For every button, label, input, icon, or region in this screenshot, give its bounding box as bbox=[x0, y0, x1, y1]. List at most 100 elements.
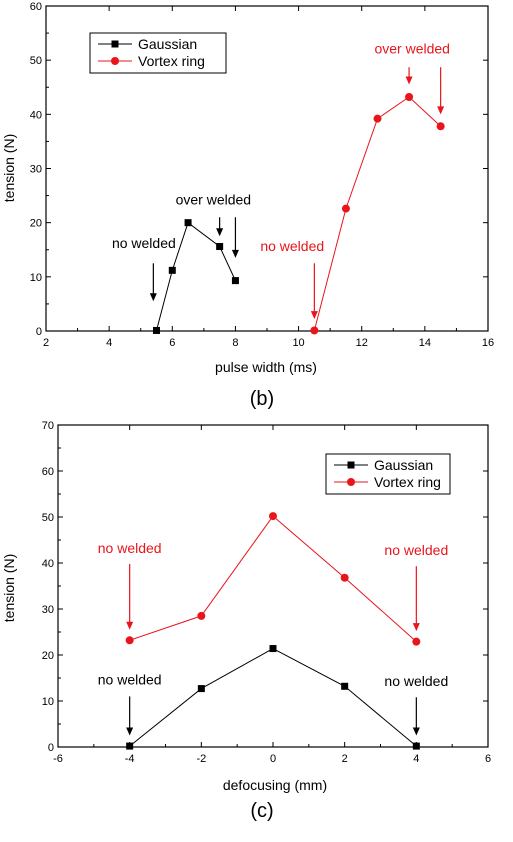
panel-c-xtick-label: 6 bbox=[485, 753, 491, 765]
panel-c-annotation-label: no welded bbox=[98, 540, 162, 556]
panel-b-ytick-label: 30 bbox=[30, 164, 42, 176]
panel-c-legend-box bbox=[325, 453, 451, 495]
panel-c-annotation-label: no welded bbox=[384, 673, 448, 689]
panel-c-ytick-label: 50 bbox=[42, 512, 54, 524]
panel-b-series-vortex-ring-point bbox=[310, 326, 319, 335]
panel-b-label: (b) bbox=[250, 388, 274, 410]
panel-c-annotation-arrow-head bbox=[412, 727, 420, 736]
panel-c-annotation-arrow-head bbox=[126, 727, 134, 736]
panel-c-series-gaussian-point bbox=[341, 682, 349, 690]
panel-b-xtick-label: 8 bbox=[232, 337, 238, 349]
panel-b-annotation-arrow bbox=[149, 263, 157, 302]
panel-c-annotation-arrow-head bbox=[412, 623, 420, 632]
panel-c-xtick-label: -4 bbox=[125, 753, 135, 765]
panel-b-annotation-arrow bbox=[405, 67, 413, 85]
panel-c-annotation-arrow-head bbox=[126, 621, 134, 630]
panel-b-annotation-label: over welded bbox=[374, 41, 450, 57]
panel-b-annotation-arrow-head bbox=[405, 76, 413, 85]
panel-b-ytick-label: 10 bbox=[30, 272, 42, 284]
panel-b-annotation-arrow-head bbox=[310, 311, 318, 320]
panel-b-xtick-label: 10 bbox=[292, 337, 304, 349]
panel-c-series-vortex-ring-point bbox=[197, 611, 206, 620]
panel-c-annotation-arrow bbox=[412, 566, 420, 632]
panel-c-legend-swatch-marker bbox=[347, 461, 355, 469]
panel-b-xtick-label: 6 bbox=[169, 337, 175, 349]
panel-c-legend-swatch-marker bbox=[347, 478, 355, 486]
panel-b-annotation-arrow bbox=[216, 217, 224, 237]
panel-c-series-vortex-ring-point bbox=[125, 636, 134, 645]
panel-b-annotation-arrow bbox=[437, 67, 445, 115]
panel-b-ytick-label: 50 bbox=[30, 55, 42, 67]
panel-c-ylabel: tension (N) bbox=[1, 554, 17, 622]
chart-panel-c: (c) defocusing (mm) tension (N) -6 -4 -2 0 2… bbox=[1, 420, 491, 822]
panel-b-xtick-label: 12 bbox=[356, 337, 368, 349]
panel-c-series-gaussian-line bbox=[129, 647, 417, 747]
panel-c-ytick-label: 30 bbox=[42, 604, 54, 616]
panel-b-series-gaussian-point bbox=[216, 243, 224, 250]
panel-c-ytick-label: 10 bbox=[42, 696, 54, 708]
panel-b-xtick-label: 14 bbox=[419, 337, 431, 349]
panel-b-xtick-label: 4 bbox=[106, 337, 112, 349]
panel-c-annotation-arrow bbox=[126, 563, 134, 630]
panel-b-series-gaussian-point bbox=[231, 277, 239, 285]
panel-b-annotation-arrow-head bbox=[231, 249, 239, 258]
panel-c-xtick-label: 2 bbox=[342, 753, 348, 765]
panel-b-legend-label-gaussian: Gaussian bbox=[138, 36, 197, 52]
panel-c-series-vortex-ring-line bbox=[129, 515, 417, 643]
chart-panel-b: (b) pulse width (ms) tension (N) 2 4 6 8 10 1… bbox=[1, 1, 494, 410]
panel-b-annotation-arrow-head bbox=[437, 106, 445, 115]
panel-c-annotation-arrow bbox=[412, 697, 420, 736]
panel-c-annotation-label: no welded bbox=[98, 671, 162, 687]
panel-b-ytick-label: 0 bbox=[36, 326, 42, 338]
panel-b-annotation-arrow bbox=[231, 217, 239, 258]
panel-c-ytick-label: 20 bbox=[42, 650, 54, 662]
panel-b-series-gaussian-point bbox=[168, 266, 176, 274]
panel-b-xlabel: pulse width (ms) bbox=[215, 359, 317, 375]
panel-c-label: (c) bbox=[250, 800, 273, 822]
panel-b-series-vortex-ring-point bbox=[436, 122, 445, 131]
panel-c-series-gaussian-point bbox=[412, 742, 420, 750]
panel-b-ytick-label: 60 bbox=[30, 1, 42, 13]
panel-c-series-vortex-ring-point bbox=[340, 573, 349, 582]
panel-b-legend-swatch-marker bbox=[111, 40, 119, 48]
panel-c-ytick-label: 0 bbox=[48, 742, 54, 754]
panel-c-series-gaussian-point bbox=[197, 685, 205, 693]
panel-b-legend-swatch-marker bbox=[111, 57, 119, 65]
panel-c-series-vortex-ring-point bbox=[412, 637, 421, 646]
panel-c-ytick-label: 40 bbox=[42, 558, 54, 570]
panel-b-annotation-arrow-head bbox=[149, 293, 157, 302]
panel-c-xtick-label: -6 bbox=[53, 753, 63, 765]
panel-b-annotation-arrow-head bbox=[216, 228, 224, 237]
panel-b-annotation-label: no welded bbox=[260, 238, 324, 254]
panel-b-series-vortex-ring-point bbox=[405, 93, 414, 101]
panel-c-annotation-label: no welded bbox=[384, 542, 448, 558]
panel-b-legend-box bbox=[89, 32, 227, 74]
panel-b-annotation-label: over welded bbox=[176, 191, 252, 207]
panel-c-xtick-label: 4 bbox=[413, 753, 419, 765]
panel-c-xlabel: defocusing (mm) bbox=[223, 777, 327, 793]
panel-c-legend-label-vortex-ring: Vortex ring bbox=[374, 474, 441, 490]
panel-b-ytick-label: 40 bbox=[30, 109, 42, 121]
panel-c-ytick-label: 70 bbox=[42, 420, 54, 432]
panel-c-legend-label-gaussian: Gaussian bbox=[374, 457, 433, 473]
panel-c-xtick-label: -2 bbox=[196, 753, 206, 765]
panel-b-legend-label-vortex-ring: Vortex ring bbox=[138, 53, 205, 69]
panel-b-series-gaussian-point bbox=[153, 326, 160, 334]
panel-c-ytick-label: 60 bbox=[42, 466, 54, 478]
panel-b-series-vortex-ring-line bbox=[313, 96, 441, 331]
panel-b-series-vortex-ring-point bbox=[341, 204, 350, 213]
panel-c-xtick-label: 0 bbox=[270, 753, 276, 765]
panel-c-series-vortex-ring-point bbox=[269, 512, 277, 521]
panel-b-ylabel: tension (N) bbox=[1, 134, 17, 202]
panel-b-series-gaussian-point bbox=[184, 219, 192, 227]
panel-c-series-gaussian-point bbox=[126, 742, 134, 750]
panel-c-annotation-arrow bbox=[126, 696, 134, 736]
panel-b-series-vortex-ring-point bbox=[373, 114, 382, 123]
panel-b-xtick-label: 2 bbox=[43, 337, 49, 349]
panel-c-series-gaussian-point bbox=[269, 645, 277, 653]
panel-b-annotation-arrow bbox=[310, 263, 318, 320]
